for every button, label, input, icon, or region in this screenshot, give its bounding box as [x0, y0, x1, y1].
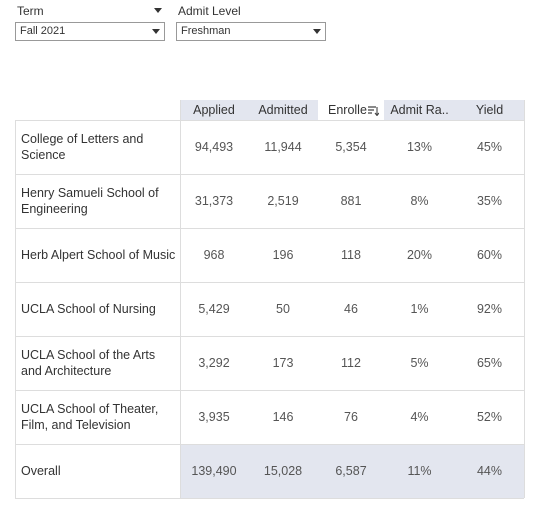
- table-cell: 173: [272, 356, 294, 370]
- table-cell: 6,587: [335, 464, 367, 478]
- table-cell: 31,373: [194, 194, 234, 208]
- filter-label: Term: [17, 4, 44, 18]
- table-cell: 92%: [476, 302, 503, 316]
- row-divider: [15, 390, 524, 391]
- filter-menu-caret: [154, 8, 162, 13]
- row-header: UCLA School of the Arts and Architecture: [21, 348, 156, 378]
- row-divider: [15, 282, 524, 283]
- sort-icon: [368, 105, 380, 117]
- table-cell: 112: [341, 356, 361, 370]
- table-cell: 968: [203, 248, 225, 262]
- table-cell: 5,354: [335, 140, 367, 154]
- dropdown-caret: [313, 29, 321, 34]
- table-cell: 65%: [476, 356, 503, 370]
- sort-glyph: [368, 106, 380, 117]
- table-border: [524, 100, 525, 498]
- row-header: College of Letters and Science: [21, 132, 144, 162]
- column-header[interactable]: Admit Ra..: [390, 103, 449, 117]
- table-cell: 50: [276, 302, 290, 316]
- table-border: [15, 498, 524, 499]
- table-border: [15, 120, 16, 498]
- table-cell: 13%: [406, 140, 433, 154]
- row-header: UCLA School of Nursing: [21, 302, 156, 316]
- table-cell: 3,292: [198, 356, 230, 370]
- sorted-header-background: [318, 100, 384, 120]
- dropdown[interactable]: Fall 2021: [15, 22, 165, 41]
- table-border: [15, 120, 524, 121]
- filter-label: Admit Level: [178, 4, 241, 18]
- row-header: Overall: [21, 464, 61, 478]
- table-cell: 1%: [410, 302, 429, 316]
- table-cell: 146: [272, 410, 294, 424]
- table-cell: 60%: [476, 248, 503, 262]
- table-cell: 118: [341, 248, 361, 262]
- table-cell: 94,493: [194, 140, 234, 154]
- table-cell: 44%: [476, 464, 503, 478]
- row-divider: [15, 444, 524, 445]
- column-header[interactable]: Applied: [193, 103, 235, 117]
- column-header[interactable]: Yield: [475, 103, 504, 117]
- row-divider: [15, 336, 524, 337]
- table-cell: 8%: [410, 194, 429, 208]
- row-header: UCLA School of Theater, Film, and Televi…: [21, 402, 159, 432]
- row-header: Henry Samueli School of Engineering: [21, 186, 159, 216]
- table-cell: 35%: [476, 194, 503, 208]
- table-cell: 3,935: [198, 410, 230, 424]
- column-header[interactable]: Admitted: [258, 103, 308, 117]
- table-cell: 11%: [407, 464, 432, 478]
- dropdown[interactable]: Freshman: [176, 22, 326, 41]
- table-cell: 46: [344, 302, 358, 316]
- row-header: Herb Alpert School of Music: [21, 248, 176, 262]
- column-header[interactable]: Enrolle: [328, 103, 367, 117]
- table-cell: 15,028: [263, 464, 303, 478]
- table-cell: 52%: [476, 410, 503, 424]
- table-cell: 5%: [410, 356, 429, 370]
- table-cell: 196: [272, 248, 294, 262]
- row-divider: [15, 174, 524, 175]
- table-cell: 76: [344, 410, 358, 424]
- table-cell: 4%: [410, 410, 429, 424]
- table-cell: 11,944: [264, 140, 302, 154]
- total-background: [180, 444, 524, 498]
- table-cell: 881: [340, 194, 362, 208]
- table-cell: 45%: [476, 140, 503, 154]
- dropdown-caret: [152, 29, 160, 34]
- row-divider: [15, 228, 524, 229]
- column-divider: [180, 100, 181, 498]
- table-cell: 20%: [406, 248, 433, 262]
- table-cell: 139,490: [191, 464, 237, 478]
- table-cell: 5,429: [198, 302, 230, 316]
- table-cell: 2,519: [267, 194, 299, 208]
